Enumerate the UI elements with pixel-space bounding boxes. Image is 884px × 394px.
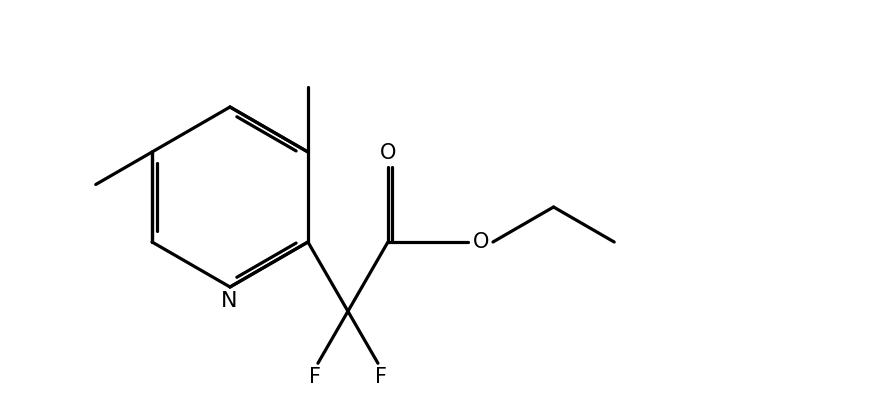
Text: O: O	[380, 143, 396, 163]
Text: F: F	[309, 367, 321, 387]
Text: O: O	[473, 232, 489, 252]
Text: F: F	[375, 367, 387, 387]
Text: N: N	[221, 291, 237, 311]
